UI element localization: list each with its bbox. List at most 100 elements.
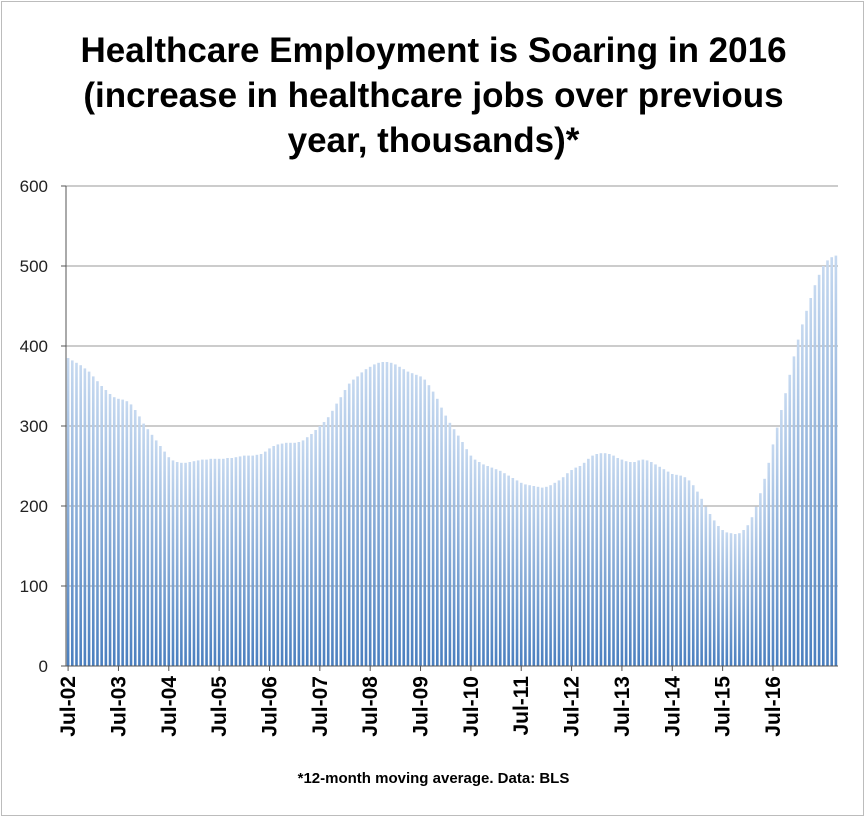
bar-53: [289, 442, 292, 666]
bar-112: [536, 486, 540, 666]
bar-121: [574, 467, 578, 666]
bar-161: [742, 530, 745, 666]
bar-162: [746, 525, 750, 666]
bar-182: [830, 257, 834, 666]
bar-5: [87, 371, 91, 666]
bar-107: [515, 480, 519, 666]
bar-171: [784, 393, 787, 666]
bar-88: [436, 398, 439, 666]
bar-133: [624, 461, 628, 666]
bar-35: [213, 458, 217, 666]
bar-37: [222, 458, 225, 666]
bar-36: [217, 458, 221, 666]
bar-26: [175, 462, 179, 666]
bar-168: [771, 444, 775, 666]
bar-46: [259, 454, 263, 666]
x-tick-label-3: Jul-05: [208, 676, 231, 737]
bar-81: [406, 371, 410, 666]
bar-7: [96, 381, 99, 666]
bar-62: [326, 417, 330, 666]
bar-163: [750, 517, 754, 666]
bar-151: [700, 498, 703, 666]
bar-84: [419, 376, 422, 666]
bar-93: [456, 435, 460, 666]
bar-51: [280, 443, 284, 666]
bar-49: [272, 446, 275, 666]
bar-75: [381, 362, 385, 666]
bar-76: [385, 362, 389, 666]
bar-111: [532, 486, 536, 666]
bar-137: [641, 459, 645, 666]
bar-126: [595, 454, 599, 666]
bar-16: [133, 410, 137, 666]
bar-183: [834, 255, 838, 666]
bar-12: [117, 398, 120, 666]
bar-77: [389, 362, 393, 666]
bar-73: [373, 364, 376, 666]
bar-95: [465, 449, 468, 666]
bar-9: [104, 390, 108, 666]
bar-56: [301, 440, 305, 666]
x-tick-label-4: Jul-06: [259, 676, 282, 737]
bar-130: [612, 455, 615, 666]
y-tick-label-2: 200: [20, 497, 48, 516]
bar-169: [775, 427, 779, 666]
bar-99: [482, 464, 485, 666]
bar-164: [754, 506, 758, 666]
x-tick-label-0: Jul-02: [57, 676, 80, 737]
bar-128: [603, 453, 607, 666]
bar-11: [112, 397, 116, 666]
bar-129: [608, 454, 611, 666]
bar-21: [154, 440, 158, 666]
bar-136: [637, 460, 641, 666]
bar-65: [339, 397, 343, 666]
bar-122: [578, 466, 582, 666]
bar-124: [587, 458, 590, 666]
bar-89: [440, 407, 443, 666]
bar-28: [184, 462, 187, 666]
bar-78: [394, 364, 397, 666]
chart-title-line-1: Healthcare Employment is Soaring in 2016: [80, 31, 787, 70]
chart-title-line-3: year, thousands)*: [287, 121, 580, 160]
bar-108: [519, 482, 523, 666]
bar-152: [704, 506, 708, 666]
bar-50: [276, 444, 280, 666]
bar-39: [230, 458, 234, 666]
bar-178: [813, 285, 817, 666]
bar-6: [91, 376, 95, 666]
bar-160: [738, 533, 741, 666]
bar-180: [822, 266, 825, 666]
bar-104: [503, 473, 506, 666]
bar-61: [322, 422, 326, 666]
bar-52: [284, 442, 288, 666]
bar-18: [142, 423, 145, 666]
chart-title-line-2: (increase in healthcare jobs over previo…: [83, 76, 784, 115]
bar-154: [712, 520, 716, 666]
bar-96: [469, 455, 473, 666]
bar-48: [268, 448, 271, 666]
axes: [61, 185, 838, 671]
bar-98: [477, 462, 481, 666]
bar-142: [662, 469, 666, 666]
y-tick-label-0: 0: [39, 657, 48, 676]
y-tick-label-5: 500: [20, 257, 48, 276]
bar-115: [549, 485, 552, 666]
bar-118: [561, 477, 565, 666]
bar-60: [318, 426, 322, 666]
bar-125: [591, 455, 594, 666]
bar-70: [360, 372, 364, 666]
bar-110: [528, 485, 531, 666]
bar-8: [100, 386, 103, 666]
bar-170: [780, 410, 783, 666]
x-tick-label-10: Jul-12: [561, 676, 584, 737]
y-tick-label-6: 600: [20, 177, 48, 196]
bar-45: [255, 454, 259, 666]
bar-139: [649, 462, 653, 666]
bar-109: [524, 484, 527, 666]
bar-132: [620, 459, 624, 666]
bar-55: [297, 442, 301, 666]
bar-120: [570, 470, 573, 666]
bar-29: [188, 462, 192, 666]
x-tick-label-14: Jul-16: [762, 676, 785, 737]
